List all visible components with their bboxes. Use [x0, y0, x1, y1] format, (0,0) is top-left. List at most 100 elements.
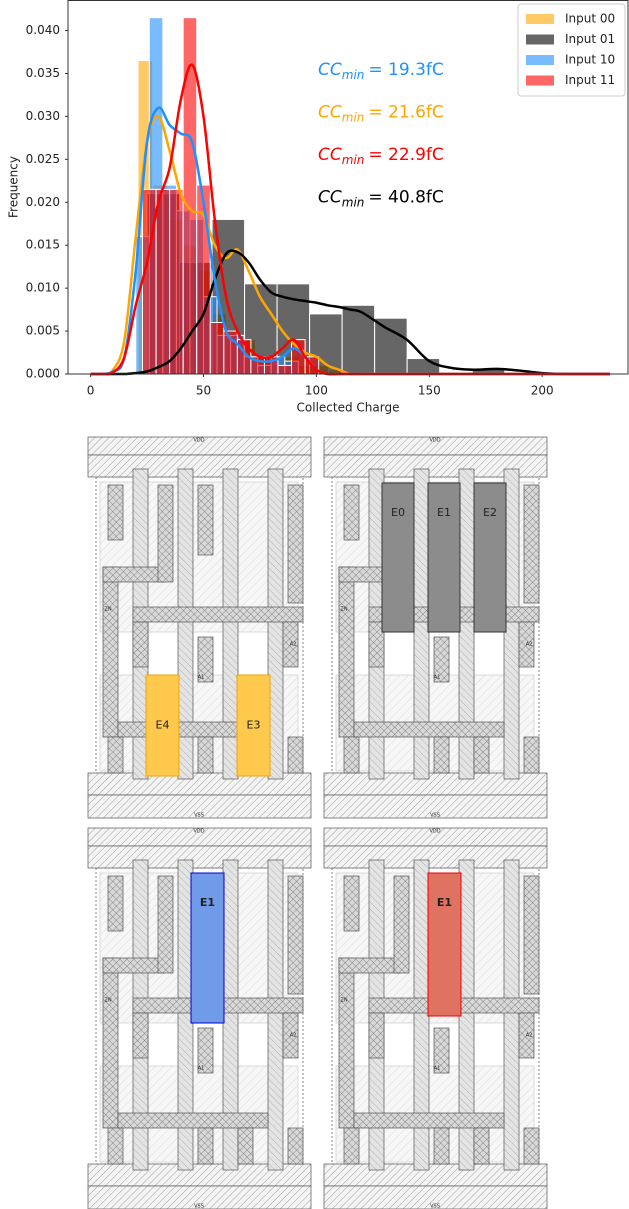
x-axis-label: Collected Charge — [297, 401, 400, 415]
y-tick-label: 0.005 — [26, 324, 60, 338]
poly-gate — [177, 468, 194, 780]
rail — [323, 1185, 548, 1209]
legend-box — [517, 3, 626, 97]
metal — [353, 721, 505, 738]
poly-gate — [503, 859, 520, 1171]
metal — [343, 484, 360, 541]
sensitive-region — [427, 872, 462, 1017]
sensitive-region — [145, 674, 180, 777]
metal — [197, 736, 214, 774]
metal — [132, 621, 149, 668]
metal — [473, 736, 490, 774]
metal — [157, 875, 174, 974]
y-tick-label: 0.040 — [26, 23, 60, 37]
y-tick-label: 0.015 — [26, 238, 60, 252]
pin-label: ZN — [340, 607, 347, 613]
metal — [338, 957, 402, 974]
metal — [433, 1127, 450, 1165]
metal — [287, 736, 304, 774]
metal — [343, 736, 360, 774]
region-label: E3 — [247, 719, 261, 732]
annotation: CCmin = 21.6fC — [318, 103, 444, 125]
legend-swatch — [526, 55, 554, 65]
x-tick-label: 0 — [87, 384, 95, 398]
metal — [197, 484, 214, 556]
pin-label: A1 — [434, 1066, 441, 1072]
annotation-text: = 22.9fC — [368, 145, 443, 165]
metal — [433, 736, 450, 774]
layout-panel: VDD VSS ZN A1 A2 E1 — [323, 827, 548, 1209]
y-tick-label: 0.010 — [26, 281, 60, 295]
pin-label: A2 — [526, 642, 533, 648]
histogram-bar — [406, 358, 441, 375]
pin-label: VSS — [430, 1204, 440, 1209]
metal — [287, 484, 304, 604]
pin-label: VDD — [193, 829, 204, 835]
metal — [117, 1112, 269, 1129]
histogram-bar — [341, 304, 376, 375]
metal — [107, 484, 124, 541]
y-axis-label: Frequency — [7, 156, 21, 218]
y-tick-label: 0.035 — [26, 66, 60, 80]
x-tick-label: 100 — [305, 384, 328, 398]
rail — [87, 794, 312, 819]
pin-label: VDD — [193, 438, 204, 444]
layout-panel: VDD VSS ZN A1 A2 E4 E3 — [87, 436, 312, 819]
y-tick-label: 0.030 — [26, 109, 60, 123]
annotation-text: = 40.8fC — [368, 188, 443, 208]
metal — [102, 957, 166, 974]
outline — [95, 476, 304, 774]
legend-swatch — [526, 75, 554, 86]
legend-label: Input 01 — [565, 32, 615, 46]
y-tick-label: 0.020 — [26, 195, 60, 209]
annotation-subscript: min — [342, 68, 365, 82]
annotation-subscript: min — [342, 110, 365, 124]
metal — [518, 1012, 535, 1059]
pin-label: A1 — [434, 675, 441, 681]
metal — [523, 484, 540, 604]
pin-label: VDD — [429, 438, 440, 444]
rail — [87, 1185, 312, 1209]
annotation: CCmin = 40.8fC — [318, 188, 444, 210]
metal — [338, 566, 355, 738]
metal — [197, 636, 214, 683]
metal — [523, 875, 540, 995]
metal — [102, 957, 119, 1129]
metal — [343, 1127, 360, 1165]
annotation-subscript: min — [342, 195, 365, 209]
outline — [331, 476, 540, 774]
sensitive-region — [190, 872, 225, 1024]
histogram-chart: 0.000 0.005 0.010 0.015 0.020 0.025 0.030 0.035… — [7, 0, 629, 415]
sensitive-region — [236, 674, 271, 777]
pin-label: VSS — [194, 1204, 204, 1209]
poly-gate — [222, 468, 239, 780]
annotation: CCmin = 19.3fC — [318, 60, 444, 82]
pin-label: VDD — [429, 829, 440, 835]
metal — [433, 636, 450, 683]
layout-panel: VDD VSS ZN A1 A2 E1 — [87, 827, 312, 1209]
annotation: CCmin = 22.9fC — [318, 145, 444, 167]
x-tick-label: 200 — [531, 384, 554, 398]
annotation-text: = 21.6fC — [368, 103, 443, 123]
pin-label: ZN — [104, 607, 111, 613]
metal — [197, 1127, 214, 1165]
pin-label: ZN — [340, 998, 347, 1004]
pin-label: A1 — [198, 675, 205, 681]
sensitive-region — [473, 482, 507, 633]
region-label: E4 — [156, 719, 170, 732]
metal — [523, 1127, 540, 1165]
metal — [368, 1012, 385, 1059]
pin-label: A2 — [526, 1033, 533, 1039]
metal — [282, 621, 299, 668]
y-tick-label: 0.000 — [26, 367, 60, 381]
metal — [102, 566, 166, 583]
y-tick-label: 0.025 — [26, 152, 60, 166]
metal — [338, 957, 355, 1129]
rail — [323, 794, 548, 819]
histogram-bar — [155, 188, 171, 375]
histogram-bar — [209, 321, 225, 375]
outline — [331, 867, 540, 1165]
legend-label: Input 00 — [565, 12, 615, 26]
histogram-bar — [142, 188, 157, 375]
